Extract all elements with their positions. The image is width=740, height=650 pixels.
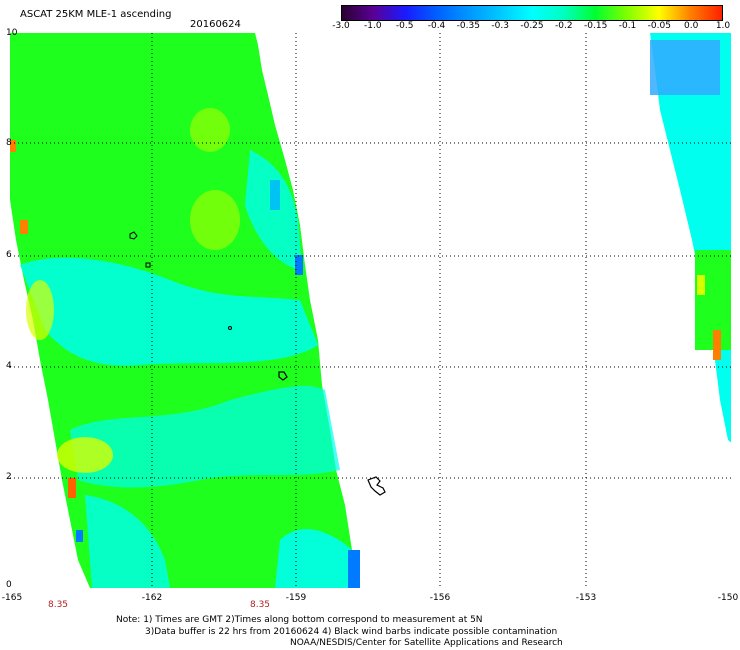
lon-label-162: -162 [141, 593, 163, 603]
swath-orange-2 [20, 220, 28, 234]
colorbar-tick-label: -0.25 [520, 21, 544, 31]
swath-blue-4 [270, 180, 280, 210]
note-line-2: 3)Data buffer is 22 hrs from 20160624 4)… [145, 627, 558, 637]
lat-label-4: 4 [6, 361, 12, 371]
island-outline-1 [129, 231, 138, 240]
swath-blue-1 [295, 255, 303, 275]
island-outline-5 [228, 326, 232, 330]
lon-label-165: -165 [1, 593, 23, 603]
product-date: 20160624 [190, 19, 241, 30]
colorbar-tick-label: -0.1 [618, 21, 637, 31]
lon-label-159: -159 [285, 593, 307, 603]
swath-yellow-2 [26, 280, 54, 340]
swath-orange-3 [68, 478, 76, 498]
colorbar-tick-label: 1.0 [715, 21, 731, 31]
grid-lines [10, 33, 731, 588]
lon-label-150: -150 [717, 593, 739, 603]
colorbar-tick-label: -3.0 [332, 21, 350, 31]
colorbar-tick-label: -0.4 [427, 21, 446, 31]
swath-east-orange [713, 330, 721, 360]
swath-east-yellow [697, 275, 705, 295]
lon-label-156: -156 [429, 593, 451, 603]
swath-cyan-lower [70, 385, 340, 488]
lon-label-153: -153 [575, 593, 597, 603]
swath-blue-2 [76, 530, 83, 542]
island-outline-4 [367, 476, 386, 496]
swath-cyan-band [20, 257, 318, 366]
lat-label-0: 0 [6, 580, 12, 590]
colorbar [341, 5, 723, 21]
time-label-1: 8.35 [47, 600, 69, 610]
product-title: ASCAT 25KM MLE-1 ascending [20, 9, 172, 20]
colorbar-ticks: -3.0 -1.0 -0.5 -0.4 -0.35 -0.3 -0.25 -0.2 -0.15-… [332, 21, 730, 35]
swath-east-blue [650, 40, 720, 95]
time-label-2: 8.35 [249, 600, 271, 610]
lat-label-6: 6 [6, 250, 12, 260]
lat-label-8: 8 [6, 138, 12, 148]
colorbar-tick-label: -0.2 [555, 21, 573, 31]
note-line-1: Note: 1) Times are GMT 2)Times along bot… [116, 615, 483, 625]
note-line-3: NOAA/NESDIS/Center for Satellite Applica… [290, 638, 563, 648]
swath-east [650, 33, 731, 443]
colorbar-tick-label: -1.0 [364, 21, 382, 31]
colorbar-tick-label: -0.35 [456, 21, 480, 31]
swath-yellow-3 [190, 190, 240, 250]
colorbar-tick-label: -0.15 [584, 21, 608, 31]
swath-orange-1 [10, 140, 16, 152]
colorbar-tick-label: -0.3 [491, 21, 509, 31]
colorbar-tick-label: 0.0 [683, 21, 699, 31]
swath-yellow-4 [190, 108, 230, 152]
swath-yellow-1 [57, 437, 113, 473]
island-outline-3 [278, 371, 288, 381]
lat-label-2: 2 [6, 472, 12, 482]
lat-label-10: 10 [6, 28, 18, 38]
swath-cyan-bottom [85, 495, 170, 588]
colorbar-tick-label: -0.05 [647, 21, 671, 31]
island-outline-2 [145, 262, 151, 268]
swath-blue-3 [348, 550, 360, 588]
colorbar-tick-label: -0.5 [395, 21, 414, 31]
